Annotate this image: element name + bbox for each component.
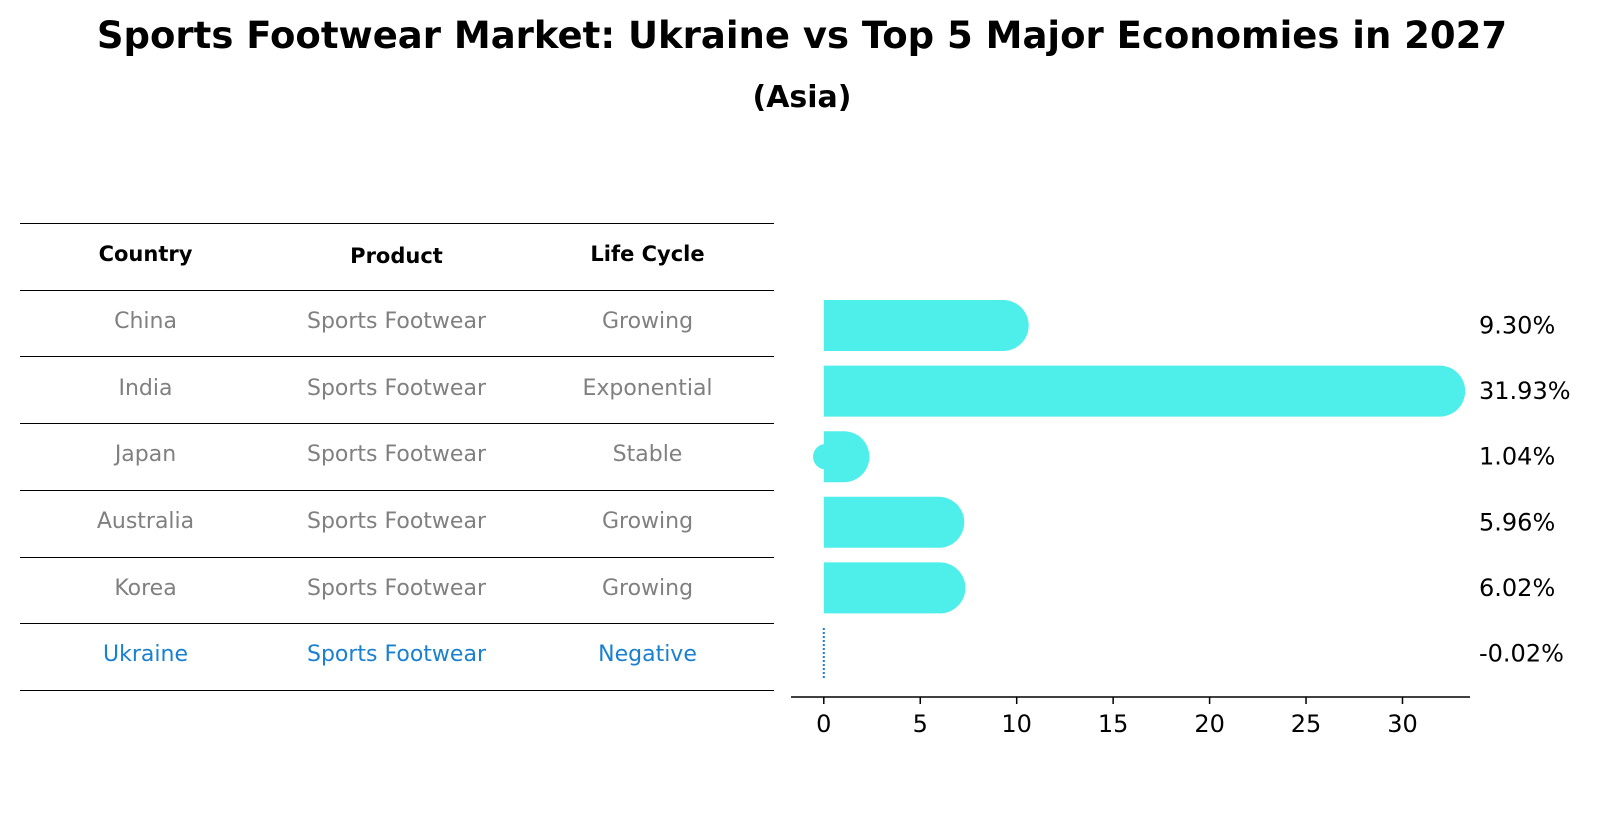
value-label: 6.02% [1479, 574, 1555, 602]
x-tick-label: 10 [1001, 710, 1032, 738]
table-cell-life-cycle: Growing [601, 309, 694, 334]
table-header-country: Country [98, 242, 193, 266]
value-label: 9.30% [1479, 312, 1555, 340]
table-cell-product: Sports Footwear [307, 376, 486, 401]
x-tick-label: 15 [1098, 710, 1129, 738]
table-cell-country: China [114, 309, 177, 334]
table-cell-product: Sports Footwear [307, 576, 486, 601]
chart-subtitle: (Asia) [752, 80, 852, 115]
table-cell-life-cycle: Stable [612, 442, 683, 467]
bar-china [823, 300, 1029, 351]
x-tick-label: 0 [816, 710, 831, 738]
table-rule [20, 290, 774, 291]
table-rule [20, 623, 774, 624]
table-cell-country: Korea [114, 576, 177, 601]
table-cell-country: Japan [114, 442, 177, 467]
table-rule [20, 423, 774, 424]
table-cell-country-highlight: Ukraine [103, 642, 188, 667]
x-tick-label: 5 [913, 710, 928, 738]
bar-australia [823, 496, 965, 548]
table-cell-product: Sports Footwear [307, 442, 486, 467]
table-cell-life-cycle: Exponential [582, 376, 713, 401]
bar-korea [823, 562, 966, 614]
value-label: 5.96% [1479, 508, 1555, 536]
table-rule [20, 356, 774, 357]
table-cell-country: Australia [96, 509, 195, 534]
table-header-product: Product [350, 244, 443, 268]
table-cell-life-cycle: Growing [601, 576, 694, 601]
table-rule [20, 557, 774, 558]
x-tick-label: 25 [1291, 710, 1322, 738]
table-cell-country: India [118, 376, 173, 401]
value-label: 1.04% [1479, 443, 1555, 471]
table-rule [20, 490, 774, 491]
table-rule [20, 223, 774, 224]
bar-japan [823, 431, 870, 483]
table-header-life-cycle: Life Cycle [590, 242, 705, 266]
table-cell-product: Sports Footwear [307, 509, 486, 534]
table-cell-life-cycle-highlight: Negative [598, 642, 697, 667]
table-cell-product-highlight: Sports Footwear [307, 642, 486, 667]
table-cell-product: Sports Footwear [307, 309, 486, 334]
table-cell-life-cycle: Growing [601, 509, 694, 534]
table-rule [20, 690, 774, 691]
value-label: -0.02% [1479, 640, 1564, 668]
x-tick-label: 20 [1194, 710, 1225, 738]
bar-india [823, 365, 1466, 417]
bar-cap [813, 443, 839, 470]
x-tick-label: 30 [1387, 710, 1418, 738]
value-label: 31.93% [1479, 377, 1571, 405]
chart-title: Sports Footwear Market: Ukraine vs Top 5… [96, 14, 1508, 57]
